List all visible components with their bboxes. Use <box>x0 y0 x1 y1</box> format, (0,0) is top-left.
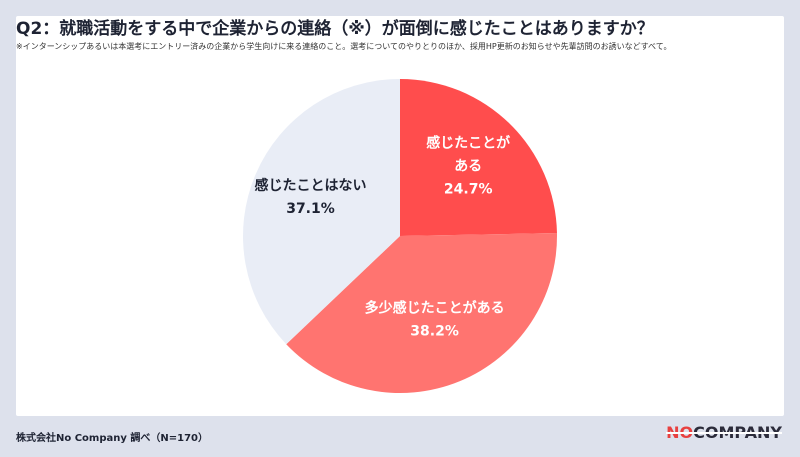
pie-slice-1 <box>400 79 557 236</box>
pie-slices <box>243 79 557 393</box>
company-logo: NOCOMPANY <box>666 424 782 442</box>
pie-labels: 感じたことがある 24.7% 多少感じたことがある 38.2% 感じたことはない 37.1… <box>255 135 512 340</box>
pie-value-label-1: 24.7% <box>444 182 493 198</box>
source-note: 株式会社No Company 調べ（N=170） <box>16 433 208 444</box>
pie-value-label-2: 38.2% <box>410 324 459 340</box>
chart-title: Q2：就職活動をする中で企業からの連絡（※）が面倒に感じたことはありますか？ <box>16 19 654 39</box>
pie-slice-3 <box>243 79 400 345</box>
pie-category-label-1: ある <box>454 159 482 175</box>
chart-note: ※インターンシップあるいは本選考にエントリー済みの企業から学生向けに来る連絡のこ… <box>16 42 672 51</box>
logo-stripe <box>666 432 782 434</box>
pie-category-label-3: 感じたことはない <box>255 177 367 194</box>
pie-category-label-1: 感じたことが <box>426 135 511 152</box>
pie-slice-2 <box>286 233 557 393</box>
pie-value-label-3: 37.1% <box>286 201 335 217</box>
pie-category-label-2: 多少感じたことがある <box>365 300 505 317</box>
